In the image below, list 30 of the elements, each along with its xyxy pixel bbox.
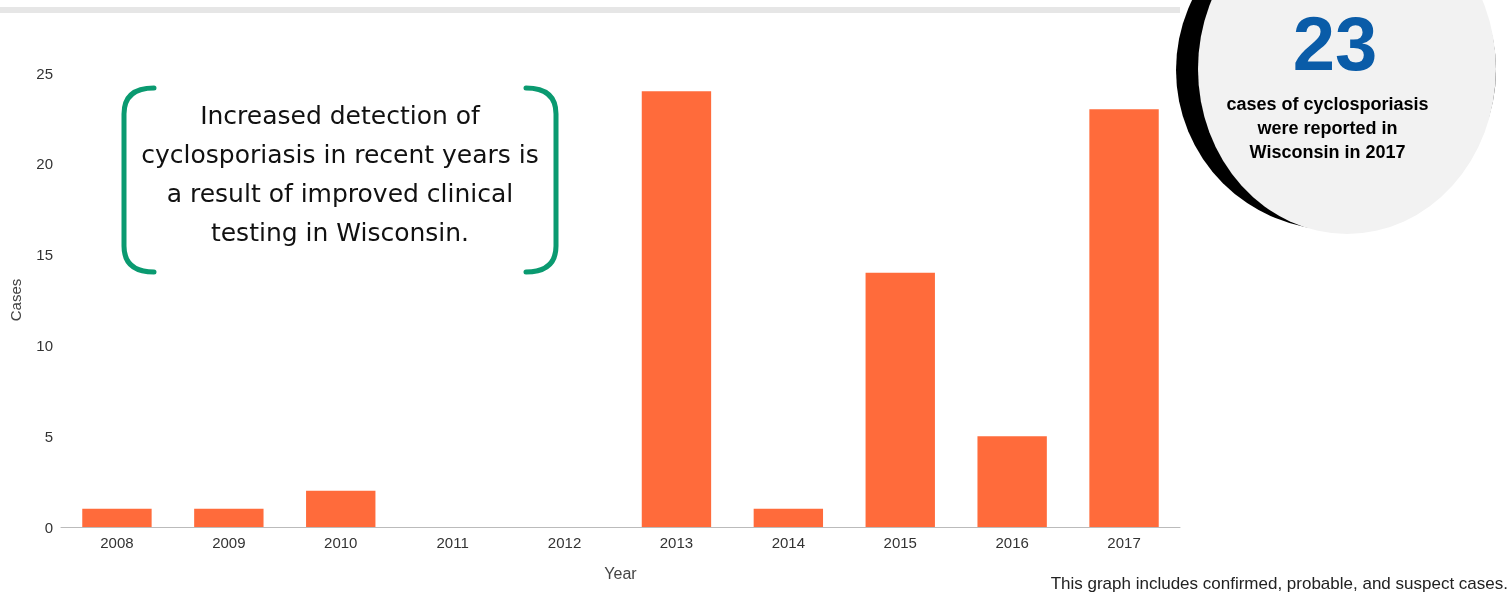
annotation: Increased detection of cyclosporiasis in recent years is a result of improved clinical testing in Wisconsin. — [140, 100, 540, 249]
y-tick-label: 20 — [36, 155, 53, 173]
text: cases of cyclosporiasis were reported in Wisconsin in 2017 — [1225, 93, 1430, 164]
bar — [977, 436, 1047, 527]
x-tick-label: 2017 — [1107, 534, 1141, 551]
x-tick-label: 2015 — [883, 534, 917, 551]
text: 23 — [1291, 1, 1379, 86]
bar — [82, 508, 152, 527]
x-axis-title: Year — [604, 564, 638, 582]
x-tick-label: 2008 — [100, 534, 134, 551]
x-tick-label: 2011 — [436, 534, 469, 551]
y-axis-title: Cases — [7, 278, 24, 322]
x-tick-label: 2010 — [324, 534, 358, 551]
y-tick-label: 5 — [44, 427, 53, 445]
y-tick-label: 15 — [36, 246, 53, 264]
bar — [194, 508, 264, 527]
x-tick-label: 2012 — [547, 534, 582, 551]
x-tick-label: 2013 — [659, 534, 694, 551]
text: This graph includes confirmed, probable, and suspect cases. — [1050, 574, 1508, 594]
y-tick-label: 25 — [36, 64, 53, 82]
x-tick-label: 2016 — [995, 534, 1029, 551]
x-tick-label: 2009 — [212, 534, 246, 551]
bar — [753, 508, 824, 527]
bar — [306, 490, 376, 527]
y-tick-label: 0 — [44, 518, 53, 536]
x-tick-label: 2014 — [771, 534, 806, 551]
bar — [641, 91, 712, 527]
bar — [1089, 109, 1159, 527]
bar — [865, 272, 935, 527]
y-tick-label: 10 — [36, 336, 53, 354]
